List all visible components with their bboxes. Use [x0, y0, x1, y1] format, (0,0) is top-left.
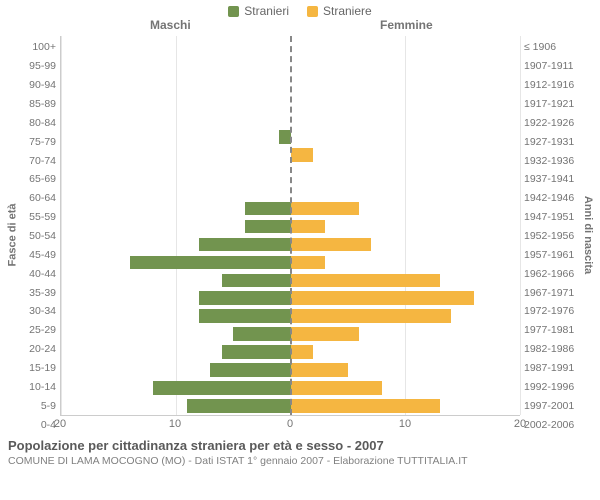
footer: Popolazione per cittadinanza straniera p…: [0, 434, 600, 467]
year-label: 1937-1941: [524, 170, 580, 189]
bar-female: [291, 345, 314, 359]
bar-female: [291, 256, 325, 270]
legend-item-female: Straniere: [307, 4, 372, 18]
age-label: 20-24: [20, 340, 60, 359]
year-label: 1922-1926: [524, 113, 580, 132]
x-tick-label: 0: [287, 418, 293, 430]
bar-female: [291, 363, 348, 377]
year-label: 1917-1921: [524, 95, 580, 114]
col-header-male: Maschi: [150, 18, 191, 32]
plot-area: [60, 36, 520, 416]
bar-male: [187, 399, 290, 413]
legend: Stranieri Straniere: [0, 0, 600, 18]
bar-female: [291, 381, 383, 395]
x-tick-label: 20: [54, 418, 66, 430]
legend-label-female: Straniere: [323, 4, 372, 18]
bar-male: [245, 220, 291, 234]
age-label: 15-19: [20, 359, 60, 378]
year-label: 1912-1916: [524, 76, 580, 95]
legend-swatch-female: [307, 6, 318, 17]
bar-male: [210, 363, 290, 377]
year-label: 1992-1996: [524, 377, 580, 396]
age-label: 90-94: [20, 76, 60, 95]
centerline: [290, 36, 292, 415]
age-label: 65-69: [20, 170, 60, 189]
bar-female: [291, 327, 360, 341]
age-label: 50-54: [20, 227, 60, 246]
year-label: 1932-1936: [524, 151, 580, 170]
birth-year-labels: ≤ 19061907-19111912-19161917-19211922-19…: [520, 36, 580, 434]
age-label: 60-64: [20, 189, 60, 208]
age-label: 25-29: [20, 321, 60, 340]
legend-swatch-male: [228, 6, 239, 17]
bar-male: [222, 345, 291, 359]
bar-female: [291, 238, 371, 252]
bar-male: [245, 202, 291, 216]
age-label: 45-49: [20, 245, 60, 264]
year-label: 1952-1956: [524, 227, 580, 246]
age-label: 100+: [20, 38, 60, 57]
legend-label-male: Stranieri: [244, 4, 289, 18]
bar-male: [199, 309, 291, 323]
age-label: 40-44: [20, 264, 60, 283]
year-label: 1972-1976: [524, 302, 580, 321]
year-label: 1942-1946: [524, 189, 580, 208]
bar-female: [291, 220, 325, 234]
legend-item-male: Stranieri: [228, 4, 289, 18]
bar-female: [291, 291, 475, 305]
age-label: 95-99: [20, 57, 60, 76]
y-axis-title-left: Fasce di età: [4, 36, 20, 434]
age-label: 75-79: [20, 132, 60, 151]
year-label: 1977-1981: [524, 321, 580, 340]
year-label: ≤ 1906: [524, 38, 580, 57]
year-label: 1982-1986: [524, 340, 580, 359]
bar-male: [222, 274, 291, 288]
bar-male: [130, 256, 291, 270]
year-label: 1927-1931: [524, 132, 580, 151]
year-label: 1957-1961: [524, 245, 580, 264]
age-label: 70-74: [20, 151, 60, 170]
bar-female: [291, 399, 440, 413]
year-label: 1947-1951: [524, 208, 580, 227]
bar-female: [291, 309, 452, 323]
year-label: 1907-1911: [524, 57, 580, 76]
chart-title: Popolazione per cittadinanza straniera p…: [8, 438, 592, 453]
age-label: 35-39: [20, 283, 60, 302]
year-label: 1997-2001: [524, 396, 580, 415]
y-axis-title-right: Anni di nascita: [580, 36, 596, 434]
chart: Fasce di età 100+95-9990-9485-8980-8475-…: [0, 36, 600, 434]
age-label: 80-84: [20, 113, 60, 132]
bar-female: [291, 148, 314, 162]
age-label: 55-59: [20, 208, 60, 227]
x-tick-label: 10: [399, 418, 411, 430]
bar-male: [199, 291, 291, 305]
age-label: 5-9: [20, 396, 60, 415]
age-label: 30-34: [20, 302, 60, 321]
age-label: 85-89: [20, 95, 60, 114]
column-headers: Maschi Femmine: [0, 18, 600, 36]
gridline: [520, 36, 521, 415]
bar-male: [233, 327, 290, 341]
age-labels: 100+95-9990-9485-8980-8475-7970-7465-696…: [20, 36, 60, 434]
year-label: 2002-2006: [524, 415, 580, 434]
chart-subtitle: COMUNE DI LAMA MOCOGNO (MO) - Dati ISTAT…: [8, 455, 592, 467]
bar-male: [153, 381, 291, 395]
bar-female: [291, 202, 360, 216]
year-label: 1962-1966: [524, 264, 580, 283]
x-tick-label: 20: [514, 418, 526, 430]
col-header-female: Femmine: [380, 18, 433, 32]
bar-female: [291, 274, 440, 288]
year-label: 1967-1971: [524, 283, 580, 302]
bar-male: [199, 238, 291, 252]
x-axis: 201001020: [60, 416, 520, 434]
year-label: 1987-1991: [524, 359, 580, 378]
age-label: 10-14: [20, 377, 60, 396]
x-tick-label: 10: [169, 418, 181, 430]
